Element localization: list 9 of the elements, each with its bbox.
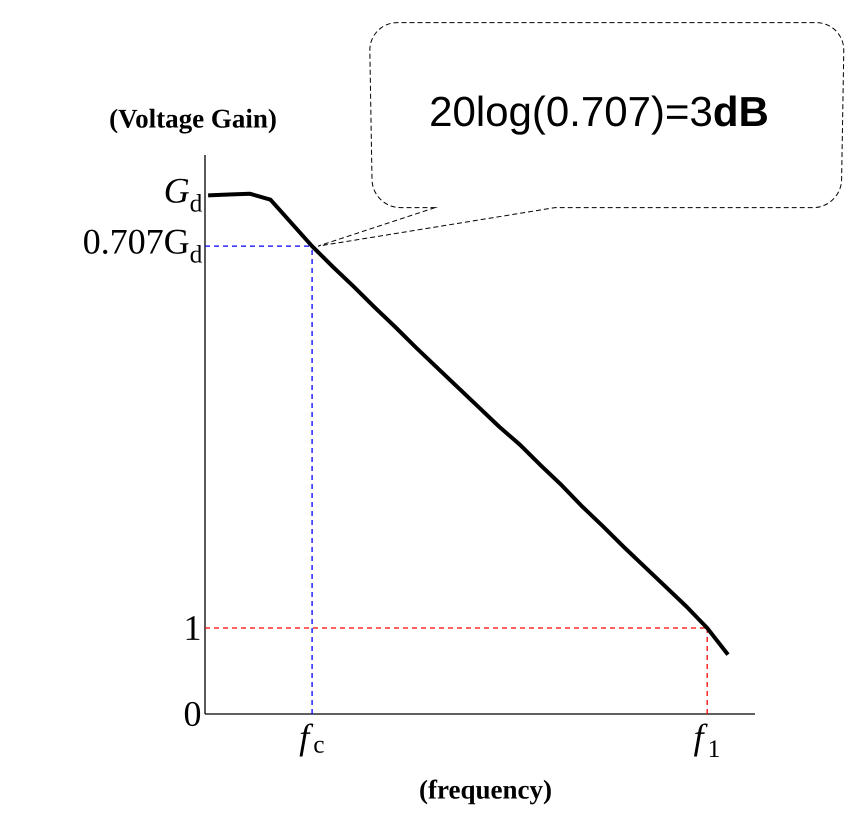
ref-line-label: 0.707G$_{d}$	[84, 230, 202, 263]
x-axis-title: (frequency)	[420, 780, 551, 804]
x-tick-label: f$_{1}$	[694, 724, 719, 757]
y-tick-label: 0	[184, 702, 200, 726]
text: 20log(0.707)=3dB	[431, 96, 767, 135]
text: G$_{d}$	[166, 178, 202, 212]
y-tick-label: 1	[186, 616, 200, 640]
y-axis-title: (Voltage Gain)	[110, 108, 276, 134]
x-tick-label: f$_{c}$	[300, 724, 324, 757]
